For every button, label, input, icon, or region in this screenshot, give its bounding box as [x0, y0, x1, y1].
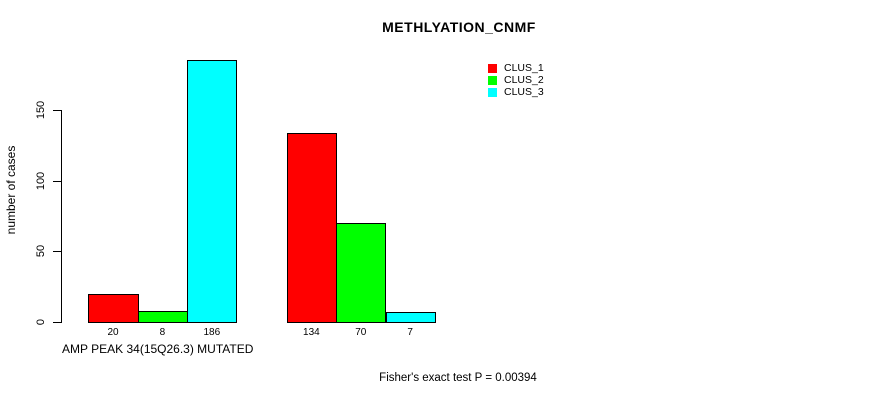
bar-clus_2-group2	[336, 223, 387, 323]
x-axis-label: AMP PEAK 34(15Q26.3) MUTATED	[62, 342, 254, 356]
bar-clus_1-group2	[286, 132, 338, 323]
y-axis-tick-label: 100	[35, 171, 47, 191]
y-axis-tick	[53, 322, 61, 323]
y-axis-label: number of cases	[4, 145, 18, 235]
y-axis-tick-label: 0	[35, 318, 47, 326]
legend-swatch-clus_2	[488, 75, 497, 85]
bar-clus_3-group2	[385, 312, 436, 323]
legend-swatch-clus_3	[488, 87, 497, 97]
bar-value-label: 7	[407, 327, 413, 338]
legend-label: CLUS_3	[504, 86, 544, 98]
bar-clus_1-group1	[88, 293, 139, 323]
y-axis-tick	[53, 110, 61, 112]
bar-value-label: 8	[159, 327, 166, 338]
fisher-test-annotation: Fisher's exact test P = 0.00394	[379, 372, 537, 384]
legend-row-clus_1: CLUS_1	[488, 62, 544, 74]
y-axis-tick-label: 50	[35, 245, 47, 258]
bar-value-label: 70	[355, 327, 367, 338]
y-axis-tick	[53, 251, 61, 253]
y-axis-tick-label: 150	[35, 101, 47, 120]
y-axis-line	[61, 110, 62, 323]
bar-clus_2-group1	[137, 310, 189, 323]
legend-label: CLUS_2	[504, 74, 544, 86]
legend-label: CLUS_1	[504, 62, 544, 74]
chart-title: METHLYATION_CNMF	[382, 19, 536, 35]
legend-row-clus_3: CLUS_3	[488, 86, 544, 98]
legend: CLUS_1 CLUS_2 CLUS_3	[488, 62, 544, 98]
legend-row-clus_2: CLUS_2	[488, 74, 544, 86]
legend-swatch-clus_1	[488, 63, 497, 73]
bar-value-label: 20	[107, 327, 119, 338]
y-axis-tick	[53, 180, 61, 182]
bar-clus_3-group1	[187, 59, 238, 323]
bar-value-label: 134	[303, 327, 320, 338]
bar-value-label: 186	[203, 327, 221, 338]
